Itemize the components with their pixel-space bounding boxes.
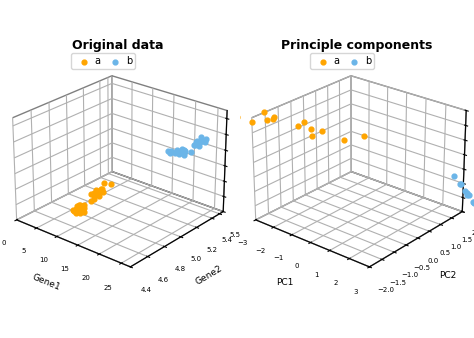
Title: Original data: Original data: [72, 39, 163, 52]
X-axis label: PC1: PC1: [276, 278, 293, 287]
Legend: a, b: a, b: [310, 53, 374, 69]
X-axis label: Gene1: Gene1: [30, 273, 61, 292]
Legend: a, b: a, b: [71, 53, 135, 69]
Y-axis label: Gene2: Gene2: [194, 264, 224, 287]
Title: Principle components: Principle components: [281, 39, 432, 52]
Y-axis label: PC2: PC2: [439, 271, 456, 280]
